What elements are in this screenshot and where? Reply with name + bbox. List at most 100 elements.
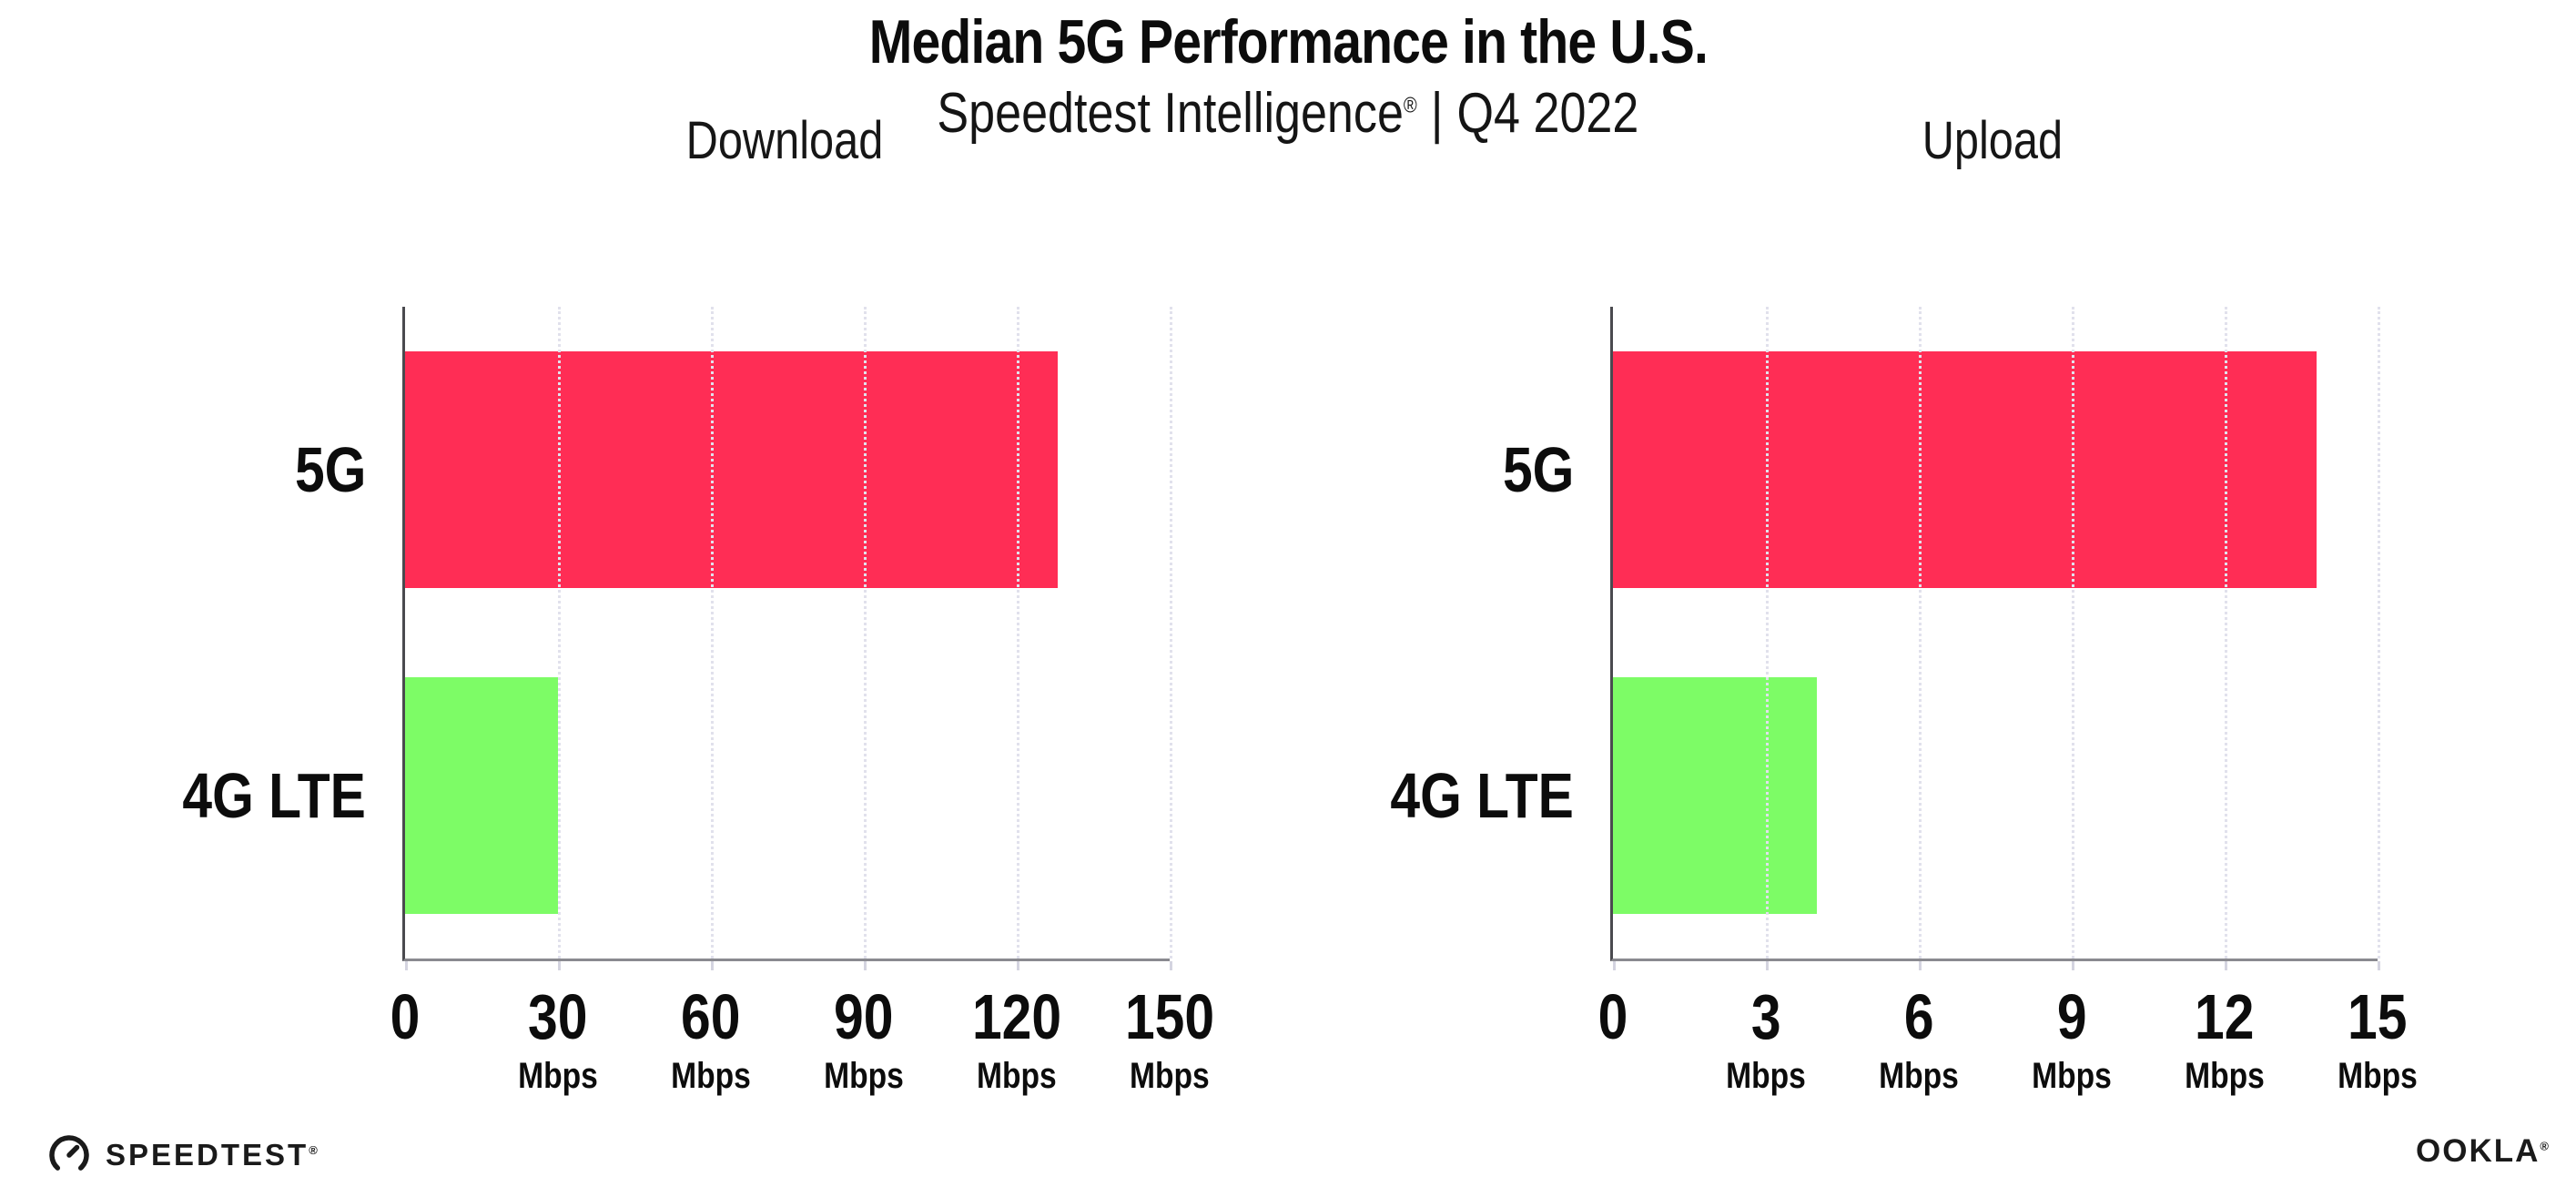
speedtest-logo-text: SPEEDTEST® xyxy=(106,1138,320,1172)
upload-chart-panel: Upload 5G 4G LTE 0 3 Mbps 6 Mbps 9 Mbps 12 Mbps 15… xyxy=(1290,109,2418,1094)
category-label-text: 5G xyxy=(1502,434,1574,505)
x-tick-label-6: 6 Mbps xyxy=(1871,985,1966,1094)
x-tick-label-60: 60 Mbps xyxy=(664,985,758,1094)
x-tick-label-30: 30 Mbps xyxy=(511,985,605,1094)
x-axis-tickmark-12 xyxy=(2225,961,2227,970)
x-tick-unit: Mbps xyxy=(1130,1056,1210,1096)
x-tick-value: 0 xyxy=(390,981,421,1052)
subtitle-brand: Speedtest Intelligence xyxy=(937,82,1405,145)
x-tick-unit: Mbps xyxy=(977,1056,1057,1096)
download-chart-title: Download xyxy=(402,109,1167,173)
bar-4g-lte-upload xyxy=(1613,677,1817,914)
x-tick-value: 120 xyxy=(971,981,1062,1052)
x-axis-tickmark-120 xyxy=(1017,961,1019,970)
x-tick-unit: Mbps xyxy=(2338,1056,2418,1096)
category-label-text: 5G xyxy=(294,434,366,505)
x-tick-unit: Mbps xyxy=(824,1056,904,1096)
x-tick-value: 30 xyxy=(528,981,588,1052)
x-tick-value: 12 xyxy=(2195,981,2255,1052)
x-tick-value: 90 xyxy=(834,981,894,1052)
x-tick-unit: Mbps xyxy=(2032,1056,2112,1096)
x-tick-label-90: 90 Mbps xyxy=(816,985,911,1094)
bar-5g-upload xyxy=(1613,351,2317,588)
x-tick-value: 9 xyxy=(2056,981,2087,1052)
download-plot-row: 5G 4G LTE 0 30 Mbps 60 Mbps 90 Mbps 120 Mbps 150 Mb… xyxy=(82,307,1214,1094)
x-axis-tickmark-60 xyxy=(711,961,714,970)
upload-y-axis-labels: 5G 4G LTE xyxy=(1290,307,1610,961)
category-label-text: 4G LTE xyxy=(182,760,366,831)
speedtest-wordmark: SPEEDTEST xyxy=(106,1138,309,1172)
gridline-60 xyxy=(711,307,714,959)
chart-subtitle-text: Speedtest Intelligence® | Q4 2022 xyxy=(938,86,1639,142)
x-axis-tickmark-150 xyxy=(1170,961,1172,970)
x-tick-unit: Mbps xyxy=(1726,1056,1806,1096)
header: Median 5G Performance in the U.S. Speedt… xyxy=(0,0,2576,142)
x-axis-tickmark-90 xyxy=(864,961,867,970)
category-label-text: 4G LTE xyxy=(1390,760,1574,831)
registered-trademark-symbol: ® xyxy=(1404,93,1417,118)
ookla-logo-text: OOKLA® xyxy=(2416,1133,2551,1169)
bar-5g-download xyxy=(405,351,1058,588)
x-tick-value: 15 xyxy=(2348,981,2408,1052)
speedtest-gauge-icon xyxy=(49,1135,89,1175)
gridline-9 xyxy=(2072,307,2074,959)
x-tick-label-3: 3 Mbps xyxy=(1719,985,1813,1094)
gridline-90 xyxy=(864,307,867,959)
x-axis-tickmark-6 xyxy=(1919,961,1922,970)
download-chart-title-text: Download xyxy=(685,111,884,170)
x-tick-label-150: 150 Mbps xyxy=(1117,985,1223,1094)
download-chart-panel: Download 5G 4G LTE 0 30 Mbps 60 Mbps 90 Mbps 120… xyxy=(82,109,1215,1094)
x-axis-tickmark-15 xyxy=(2378,961,2380,970)
x-tick-label-12: 12 Mbps xyxy=(2177,985,2272,1094)
category-label-4g-lte: 4G LTE xyxy=(82,633,402,959)
chart-subtitle: Speedtest Intelligence® | Q4 2022 xyxy=(0,86,2576,142)
x-tick-unit: Mbps xyxy=(671,1056,751,1096)
ookla-logo: OOKLA® xyxy=(2416,1133,2551,1170)
gridline-120 xyxy=(1017,307,1019,959)
x-tick-label-0: 0 xyxy=(1596,985,1631,1049)
x-tick-label-9: 9 Mbps xyxy=(2024,985,2119,1094)
x-tick-label-120: 120 Mbps xyxy=(964,985,1070,1094)
x-tick-unit: Mbps xyxy=(518,1056,598,1096)
x-tick-value: 3 xyxy=(1750,981,1781,1052)
upload-chart-title: Upload xyxy=(1610,109,2375,173)
gridline-12 xyxy=(2225,307,2227,959)
gridline-6 xyxy=(1919,307,1922,959)
x-tick-value: 6 xyxy=(1903,981,1934,1052)
x-axis-tickmark-0 xyxy=(1613,961,1616,970)
x-tick-label-15: 15 Mbps xyxy=(2330,985,2425,1094)
category-label-5g: 5G xyxy=(82,307,402,633)
gridline-150 xyxy=(1170,307,1172,959)
x-tick-value: 150 xyxy=(1124,981,1215,1052)
category-label-4g-lte: 4G LTE xyxy=(1290,633,1610,959)
charts-container: Download 5G 4G LTE 0 30 Mbps 60 Mbps 90 Mbps 120… xyxy=(82,109,2418,1094)
x-tick-label-0: 0 xyxy=(388,985,423,1049)
ookla-registered-mark: ® xyxy=(2540,1139,2551,1153)
gridline-15 xyxy=(2378,307,2380,959)
x-axis-tickmark-30 xyxy=(558,961,561,970)
bar-4g-lte-download xyxy=(405,677,558,914)
x-tick-unit: Mbps xyxy=(2185,1056,2265,1096)
gridline-30 xyxy=(558,307,561,959)
x-axis-tickmark-0 xyxy=(405,961,408,970)
subtitle-divider: | xyxy=(1431,82,1444,145)
subtitle-period: Q4 2022 xyxy=(1456,82,1639,145)
x-axis-tickmark-9 xyxy=(2072,961,2074,970)
x-tick-value: 0 xyxy=(1597,981,1628,1052)
upload-chart-title-text: Upload xyxy=(1922,111,2064,170)
chart-main-title-text: Median 5G Performance in the U.S. xyxy=(868,7,1708,76)
upload-plot-area: 0 3 Mbps 6 Mbps 9 Mbps 12 Mbps 15 Mbps xyxy=(1598,307,2418,1094)
x-tick-value: 60 xyxy=(681,981,741,1052)
upload-plot-row: 5G 4G LTE 0 3 Mbps 6 Mbps 9 Mbps 12 Mbps 15 Mbps xyxy=(1290,307,2418,1094)
download-y-axis-labels: 5G 4G LTE xyxy=(82,307,402,961)
speedtest-logo: SPEEDTEST® xyxy=(47,1133,320,1177)
gridline-3 xyxy=(1766,307,1769,959)
download-plot-area: 0 30 Mbps 60 Mbps 90 Mbps 120 Mbps 150 Mbps xyxy=(390,307,1214,1094)
x-axis-tickmark-3 xyxy=(1766,961,1769,970)
speedtest-registered-mark: ® xyxy=(309,1143,320,1157)
category-label-5g: 5G xyxy=(1290,307,1610,633)
x-tick-unit: Mbps xyxy=(1879,1056,1959,1096)
ookla-wordmark: OOKLA xyxy=(2416,1133,2541,1169)
chart-main-title: Median 5G Performance in the U.S. xyxy=(0,11,2576,73)
